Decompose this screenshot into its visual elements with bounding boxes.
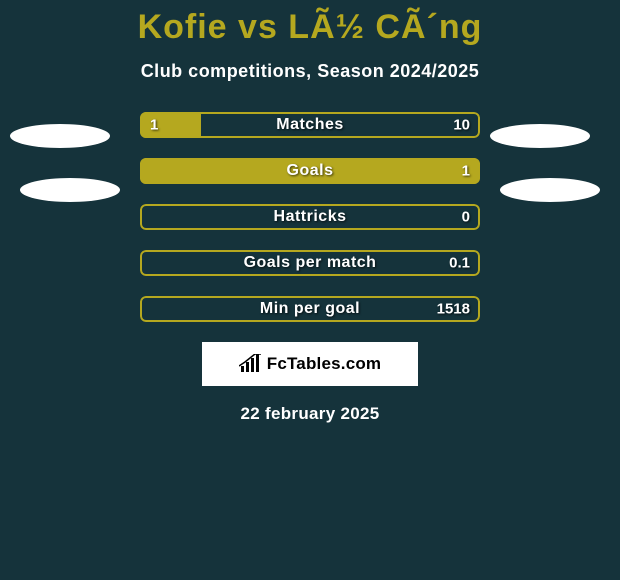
stat-label: Goals [287,162,334,180]
stat-label: Min per goal [260,300,360,318]
stat-label: Goals per match [244,254,377,272]
stat-row: Hattricks 0 [0,204,620,230]
stat-label: Matches [276,116,344,134]
stat-bar: Min per goal 1518 [140,296,480,322]
logo-box: FcTables.com [202,342,418,386]
date-label: 22 february 2025 [0,404,620,424]
stat-left-value: 1 [150,117,158,134]
chart-icon [239,354,263,374]
stat-row: Goals 1 [0,158,620,184]
stat-row: Min per goal 1518 [0,296,620,322]
stat-right-value: 10 [453,117,470,134]
stat-right-value: 0 [462,209,470,226]
logo-text: FcTables.com [267,354,382,374]
stat-right-value: 0.1 [449,255,470,272]
stat-row: 1 Matches 10 [0,112,620,138]
stat-label: Hattricks [274,208,347,226]
stat-bar: Goals per match 0.1 [140,250,480,276]
chart-area: 1 Matches 10 Goals 1 Hattricks 0 Goals per matc… [0,112,620,322]
stat-bar: Goals 1 [140,158,480,184]
subtitle: Club competitions, Season 2024/2025 [0,61,620,82]
stat-bar: Hattricks 0 [140,204,480,230]
stat-right-value: 1518 [437,301,470,318]
comparison-widget: Kofie vs LÃ½ CÃ´ng Club competitions, Se… [0,0,620,580]
page-title: Kofie vs LÃ½ CÃ´ng [0,0,620,47]
stat-right-value: 1 [462,163,470,180]
stat-bar: 1 Matches 10 [140,112,480,138]
stat-row: Goals per match 0.1 [0,250,620,276]
